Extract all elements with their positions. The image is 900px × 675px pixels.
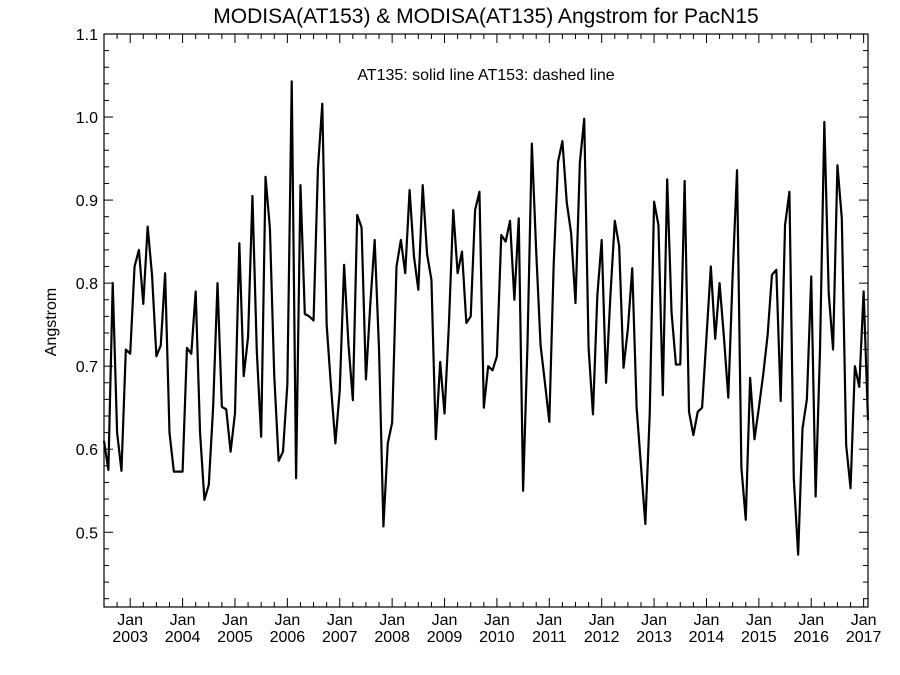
series-lines xyxy=(102,80,870,556)
x-tick-year-label: 2017 xyxy=(846,629,882,646)
x-tick-month-label: Jan xyxy=(798,612,824,629)
x-tick-year-label: 2003 xyxy=(112,629,148,646)
y-tick-label: 0.6 xyxy=(76,442,98,459)
x-tick-year-label: 2012 xyxy=(584,629,620,646)
x-tick-year-label: 2011 xyxy=(532,629,567,646)
x-tick-month-label: Jan xyxy=(536,612,562,629)
x-tick-year-label: 2009 xyxy=(427,629,463,646)
x-axis-ticks: Jan2003Jan2004Jan2005Jan2006Jan2007Jan20… xyxy=(103,34,882,646)
x-tick-month-label: Jan xyxy=(170,612,196,629)
x-tick-year-label: 2010 xyxy=(479,629,515,646)
y-tick-label: 0.9 xyxy=(76,193,98,210)
x-tick-year-label: 2015 xyxy=(741,629,777,646)
y-tick-label: 0.5 xyxy=(76,525,98,542)
x-tick-month-label: Jan xyxy=(746,612,772,629)
chart-title: MODISA(AT153) & MODISA(AT135) Angstrom f… xyxy=(213,5,758,28)
series-annotation: AT135: solid line AT153: dashed line xyxy=(357,67,614,84)
x-tick-year-label: 2014 xyxy=(689,629,725,646)
y-axis-ticks: 0.5 0.6 0.7 0.8 0.9 1.0 1.1 xyxy=(76,27,868,600)
x-tick-month-label: Jan xyxy=(379,612,405,629)
x-tick-year-label: 2008 xyxy=(374,629,410,646)
x-tick-month-label: Jan xyxy=(851,612,877,629)
x-tick-month-label: Jan xyxy=(432,612,458,629)
y-tick-label: 0.7 xyxy=(76,359,98,376)
y-axis-label: Angstrom xyxy=(43,288,60,356)
y-tick-label: 0.8 xyxy=(76,276,98,293)
x-tick-month-label: Jan xyxy=(641,612,667,629)
x-tick-year-label: 2013 xyxy=(636,629,672,646)
x-tick-month-label: Jan xyxy=(117,612,143,629)
x-tick-year-label: 2004 xyxy=(165,629,201,646)
plot-frame xyxy=(103,33,869,608)
x-tick-month-label: Jan xyxy=(222,612,248,629)
x-tick-month-label: Jan xyxy=(484,612,510,629)
x-tick-year-label: 2016 xyxy=(793,629,829,646)
x-tick-year-label: 2005 xyxy=(217,629,253,646)
y-tick-label: 1.0 xyxy=(76,110,98,127)
x-tick-month-label: Jan xyxy=(694,612,720,629)
x-tick-month-label: Jan xyxy=(589,612,615,629)
x-tick-month-label: Jan xyxy=(274,612,300,629)
x-tick-year-label: 2007 xyxy=(322,629,358,646)
x-tick-month-label: Jan xyxy=(327,612,353,629)
y-tick-label: 1.1 xyxy=(76,27,98,44)
series-line-at135 xyxy=(102,80,870,556)
x-tick-year-label: 2006 xyxy=(270,629,306,646)
